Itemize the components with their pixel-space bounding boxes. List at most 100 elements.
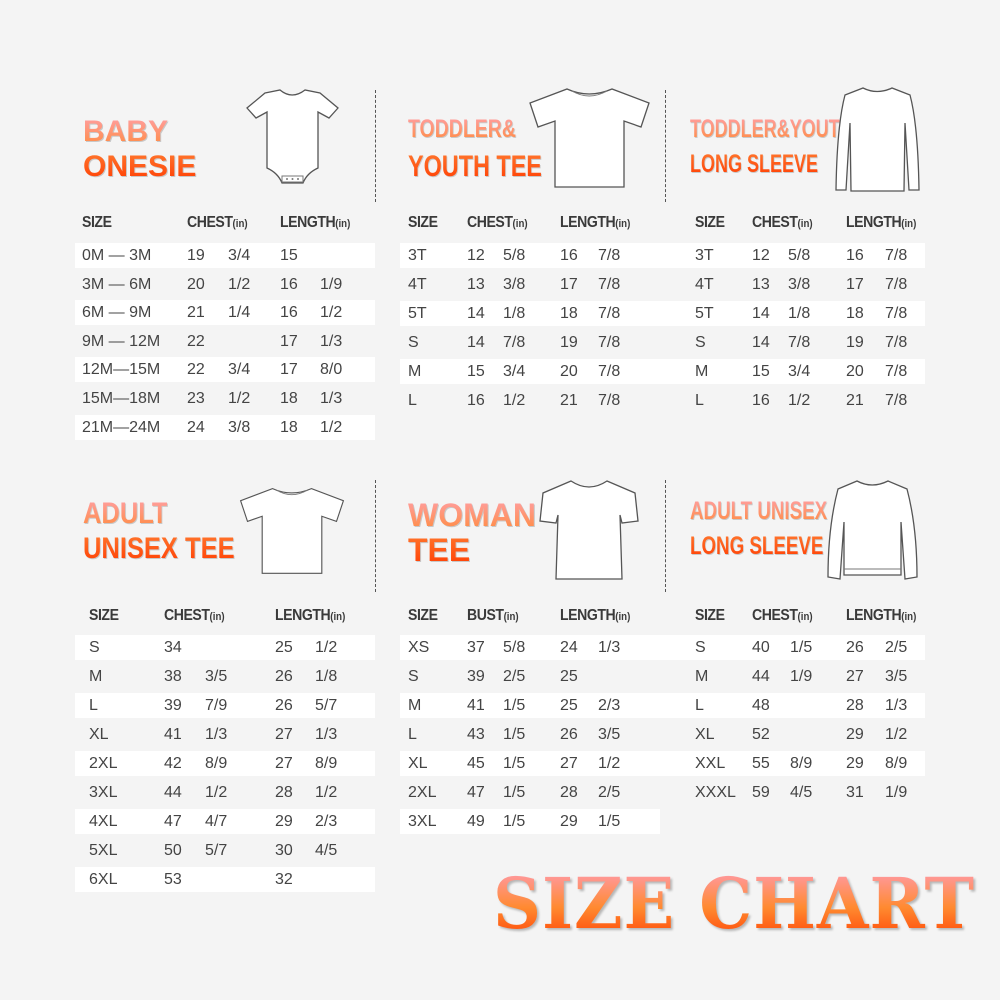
unit-label: (in) xyxy=(797,611,813,623)
table-cell: 1/3 xyxy=(320,332,343,350)
column-header: LENGTH(in) xyxy=(846,607,916,625)
table-cell: 1/2 xyxy=(320,418,343,436)
table-cell: 5T xyxy=(695,305,714,322)
table-cell: 7/8 xyxy=(885,276,908,293)
table-cell: 16 xyxy=(280,304,298,322)
table-cell: 29 xyxy=(846,726,864,743)
row-band xyxy=(75,357,375,383)
row-band xyxy=(400,243,660,268)
panel-title-line2: LONG SLEEVE xyxy=(690,150,819,178)
table-cell: M xyxy=(408,697,422,714)
panel-title-line2: LONG SLEEVE xyxy=(690,532,824,560)
divider xyxy=(375,480,376,592)
table-cell: 1/8 xyxy=(788,305,811,322)
table-cell: 27 xyxy=(846,668,864,685)
table-cell: 1/2 xyxy=(885,726,908,743)
table-cell: 29 xyxy=(275,813,293,830)
header-label: SIZE xyxy=(695,214,725,231)
column-header: CHEST(in) xyxy=(164,607,225,625)
table-cell: 26 xyxy=(846,639,864,656)
table-cell: 3T xyxy=(695,247,714,264)
column-header: SIZE xyxy=(695,214,725,232)
table-cell: 27 xyxy=(560,755,578,772)
row-band xyxy=(660,359,925,384)
unit-label: (in) xyxy=(901,611,917,623)
table-cell: 31 xyxy=(846,784,864,801)
tshirt-icon xyxy=(238,478,346,583)
table-cell: 4/7 xyxy=(205,813,228,830)
table-cell: 7/8 xyxy=(598,334,621,351)
table-cell: 1/5 xyxy=(503,755,526,772)
table-cell: 3/4 xyxy=(788,363,811,380)
table-cell: 3/4 xyxy=(503,363,526,380)
panel-title-line2: ONESIE xyxy=(83,150,197,183)
table-cell: 21 xyxy=(846,392,864,409)
table-cell: 7/9 xyxy=(205,697,228,714)
table-cell: XXXL xyxy=(695,784,736,801)
table-cell: L xyxy=(695,697,704,714)
table-cell: 13 xyxy=(467,276,485,293)
row-band xyxy=(660,635,925,660)
table-cell: 1/3 xyxy=(205,726,228,743)
table-cell: 8/9 xyxy=(205,755,228,772)
column-header: CHEST(in) xyxy=(752,214,813,232)
header-label: SIZE xyxy=(408,214,438,231)
row-band xyxy=(75,809,375,834)
table-cell: 7/8 xyxy=(598,247,621,264)
table-cell: 4XL xyxy=(89,813,118,830)
table-cell: 7/8 xyxy=(885,334,908,351)
table-cell: L xyxy=(408,392,417,409)
table-cell: 44 xyxy=(164,784,182,801)
header-label: CHEST xyxy=(187,214,233,231)
table-cell: 53 xyxy=(164,871,182,888)
table-cell: 6XL xyxy=(89,871,118,888)
women-tshirt-icon xyxy=(538,477,640,582)
row-band xyxy=(75,243,375,268)
table-cell: S xyxy=(695,639,706,656)
table-cell: 48 xyxy=(752,697,770,714)
row-band xyxy=(400,359,660,384)
row-band xyxy=(75,751,375,776)
table-cell: 9M — 12M xyxy=(82,332,161,350)
header-label: SIZE xyxy=(408,607,438,624)
table-cell: 16 xyxy=(752,392,770,409)
panel-title-line1: ADULT UNISEX xyxy=(690,497,828,525)
table-cell: 39 xyxy=(467,668,485,685)
header-label: LENGTH xyxy=(275,607,331,624)
table-cell: 21 xyxy=(187,304,205,322)
table-cell: 14 xyxy=(752,334,770,351)
column-header: SIZE xyxy=(89,607,119,625)
table-cell: M xyxy=(89,668,103,685)
row-band xyxy=(660,693,925,718)
row-band xyxy=(400,809,660,834)
unit-label: (in) xyxy=(901,218,917,230)
panel-title-line1: BABY xyxy=(83,115,169,148)
column-header: LENGTH(in) xyxy=(280,214,350,232)
table-cell: 47 xyxy=(467,784,485,801)
unit-label: (in) xyxy=(330,611,346,623)
column-header: SIZE xyxy=(408,607,438,625)
table-cell: 27 xyxy=(275,755,293,772)
table-cell: 1/9 xyxy=(790,668,813,685)
table-cell: 1/9 xyxy=(320,275,343,293)
column-header: SIZE xyxy=(408,214,438,232)
column-header: SIZE xyxy=(695,607,725,625)
table-cell: 7/8 xyxy=(598,363,621,380)
table-cell: 1/3 xyxy=(598,639,621,656)
table-cell: S xyxy=(695,334,706,351)
table-cell: 3/4 xyxy=(228,247,251,264)
column-header: LENGTH(in) xyxy=(560,607,630,625)
table-cell: 12 xyxy=(752,247,770,264)
table-cell: 5/7 xyxy=(315,697,338,714)
long-sleeve-icon xyxy=(835,85,920,195)
table-cell: 19 xyxy=(846,334,864,351)
table-cell: 2/5 xyxy=(503,668,526,685)
table-cell: 1/5 xyxy=(503,697,526,714)
table-cell: 26 xyxy=(560,726,578,743)
table-cell: 28 xyxy=(560,784,578,801)
row-band xyxy=(75,693,375,718)
column-header: LENGTH(in) xyxy=(560,214,630,232)
table-cell: 3/8 xyxy=(228,418,251,436)
table-cell: 1/2 xyxy=(205,784,228,801)
table-cell: 28 xyxy=(275,784,293,801)
